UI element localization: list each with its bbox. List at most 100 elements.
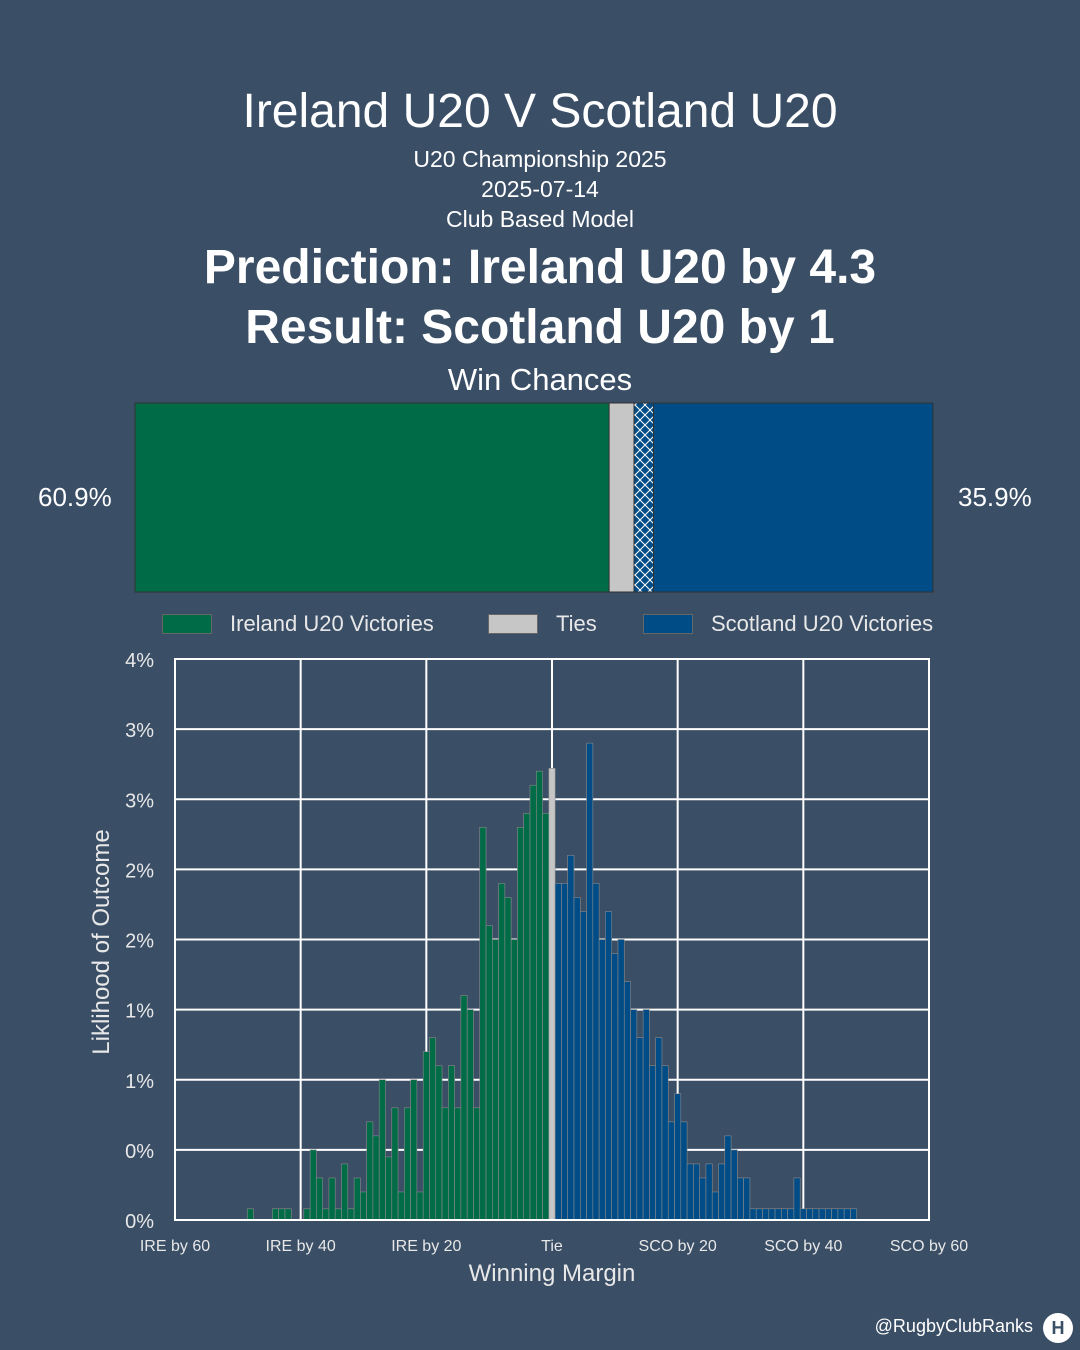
histogram-bar bbox=[366, 1121, 374, 1221]
histogram-bar bbox=[504, 897, 512, 1221]
histogram-bar bbox=[674, 1093, 682, 1221]
histogram-bar bbox=[718, 1163, 726, 1221]
histogram-bar bbox=[422, 1051, 430, 1221]
histogram-bar bbox=[492, 939, 499, 1221]
histogram-bar bbox=[686, 1163, 694, 1221]
home-win-segment bbox=[134, 402, 610, 593]
y-tick-label: 4% bbox=[125, 650, 154, 672]
histogram-bar bbox=[762, 1208, 770, 1221]
histogram-bar bbox=[429, 1037, 437, 1221]
histogram-bar bbox=[831, 1208, 839, 1221]
histogram-bar bbox=[347, 1208, 355, 1221]
histogram-bar bbox=[781, 1208, 788, 1221]
histogram-bar bbox=[498, 883, 506, 1221]
histogram-bar bbox=[554, 883, 562, 1221]
histogram-bar bbox=[680, 1121, 688, 1221]
histogram-bar bbox=[806, 1208, 814, 1221]
histogram-bar bbox=[730, 1149, 738, 1221]
histogram-bar bbox=[316, 1177, 323, 1221]
histogram-bar bbox=[649, 1065, 656, 1221]
histogram-bar bbox=[642, 1009, 650, 1221]
histogram-bar bbox=[567, 855, 575, 1221]
histogram-bar bbox=[573, 897, 581, 1221]
histogram-bar bbox=[322, 1208, 330, 1221]
histogram-bar bbox=[460, 995, 468, 1221]
histogram-bar bbox=[391, 1107, 399, 1221]
histogram-bar bbox=[774, 1208, 782, 1221]
histogram-bar bbox=[523, 812, 531, 1221]
histogram-bar bbox=[535, 770, 543, 1221]
away-win-percentage: 35.9% bbox=[958, 482, 1032, 512]
histogram-bar bbox=[667, 1121, 675, 1221]
histogram-bar bbox=[605, 911, 612, 1221]
prediction-text: Prediction: Ireland U20 by 4.3 bbox=[203, 241, 877, 294]
histogram-bar bbox=[466, 1009, 474, 1221]
y-axis-label: Liklihood of Outcome bbox=[88, 829, 115, 1055]
histogram-bar bbox=[749, 1208, 757, 1221]
y-tick-label: 0% bbox=[125, 1211, 154, 1233]
histogram-bar bbox=[341, 1163, 349, 1221]
credit-handle: @RugbyClubRanks bbox=[874, 1316, 1033, 1336]
y-tick-label: 1% bbox=[125, 1001, 154, 1023]
histogram-bar bbox=[586, 742, 594, 1221]
histogram-bar bbox=[636, 1037, 644, 1221]
histogram-bar bbox=[246, 1208, 254, 1221]
histogram-bar bbox=[592, 883, 600, 1221]
match-date: 2025-07-14 bbox=[481, 176, 599, 202]
page-title: Ireland U20 V Scotland U20 bbox=[242, 85, 838, 138]
histogram-bar bbox=[655, 1037, 663, 1221]
histogram-bar bbox=[517, 826, 525, 1221]
rugby-posts-icon: H bbox=[1043, 1313, 1073, 1343]
histogram-bar bbox=[410, 1079, 418, 1221]
win-chances-bar bbox=[134, 402, 934, 593]
model-label: Club Based Model bbox=[446, 206, 634, 232]
histogram-bar bbox=[825, 1208, 832, 1221]
histogram-bar bbox=[743, 1177, 751, 1221]
histogram-bar bbox=[768, 1208, 776, 1221]
histogram-bar bbox=[529, 784, 537, 1221]
histogram-bar bbox=[334, 1208, 342, 1221]
home-win-percentage: 60.9% bbox=[38, 482, 112, 512]
x-tick-label: IRE by 60 bbox=[140, 1238, 210, 1255]
x-tick-label: SCO by 40 bbox=[764, 1238, 842, 1255]
histogram-bar bbox=[711, 1191, 719, 1221]
histogram-bar bbox=[699, 1177, 707, 1221]
histogram-bar bbox=[372, 1135, 380, 1221]
y-tick-label: 0% bbox=[125, 1141, 154, 1163]
histogram-bar bbox=[479, 826, 487, 1221]
histogram-bar bbox=[548, 768, 556, 1221]
histogram-bar bbox=[272, 1208, 279, 1221]
x-tick-label: SCO by 60 bbox=[890, 1238, 968, 1255]
histogram-bar bbox=[850, 1208, 858, 1221]
x-tick-label: SCO by 20 bbox=[639, 1238, 717, 1255]
histogram-bar bbox=[309, 1149, 317, 1221]
histogram-bar bbox=[812, 1208, 820, 1221]
histogram-bar bbox=[705, 1163, 713, 1221]
histogram-bar bbox=[611, 953, 619, 1221]
histogram-bar bbox=[799, 1208, 807, 1221]
x-axis-label: Winning Margin bbox=[468, 1260, 636, 1287]
plot-frame bbox=[174, 658, 930, 1221]
histogram-bar bbox=[837, 1208, 845, 1221]
win-chances-title: Win Chances bbox=[447, 362, 633, 397]
histogram-bar bbox=[284, 1208, 292, 1221]
histogram-bar bbox=[353, 1177, 361, 1221]
y-tick-label: 1% bbox=[125, 1071, 154, 1093]
histogram-bar bbox=[661, 1065, 669, 1221]
y-tick-label: 2% bbox=[125, 860, 154, 882]
histogram-bar bbox=[278, 1208, 286, 1221]
histogram-bar bbox=[542, 812, 550, 1221]
histogram-bar bbox=[579, 911, 587, 1221]
competition-label: U20 Championship 2025 bbox=[413, 146, 667, 172]
y-tick-label: 3% bbox=[125, 720, 154, 742]
histogram-bar bbox=[303, 1208, 311, 1221]
histogram-bar bbox=[416, 1191, 424, 1221]
histogram-bar bbox=[818, 1208, 826, 1221]
x-tick-label: IRE by 40 bbox=[266, 1238, 336, 1255]
x-tick-label: IRE by 20 bbox=[391, 1238, 461, 1255]
histogram-bar bbox=[693, 1163, 700, 1221]
away-win-segment bbox=[653, 402, 934, 593]
histogram-bar bbox=[787, 1208, 795, 1221]
histogram-bar bbox=[598, 939, 606, 1221]
